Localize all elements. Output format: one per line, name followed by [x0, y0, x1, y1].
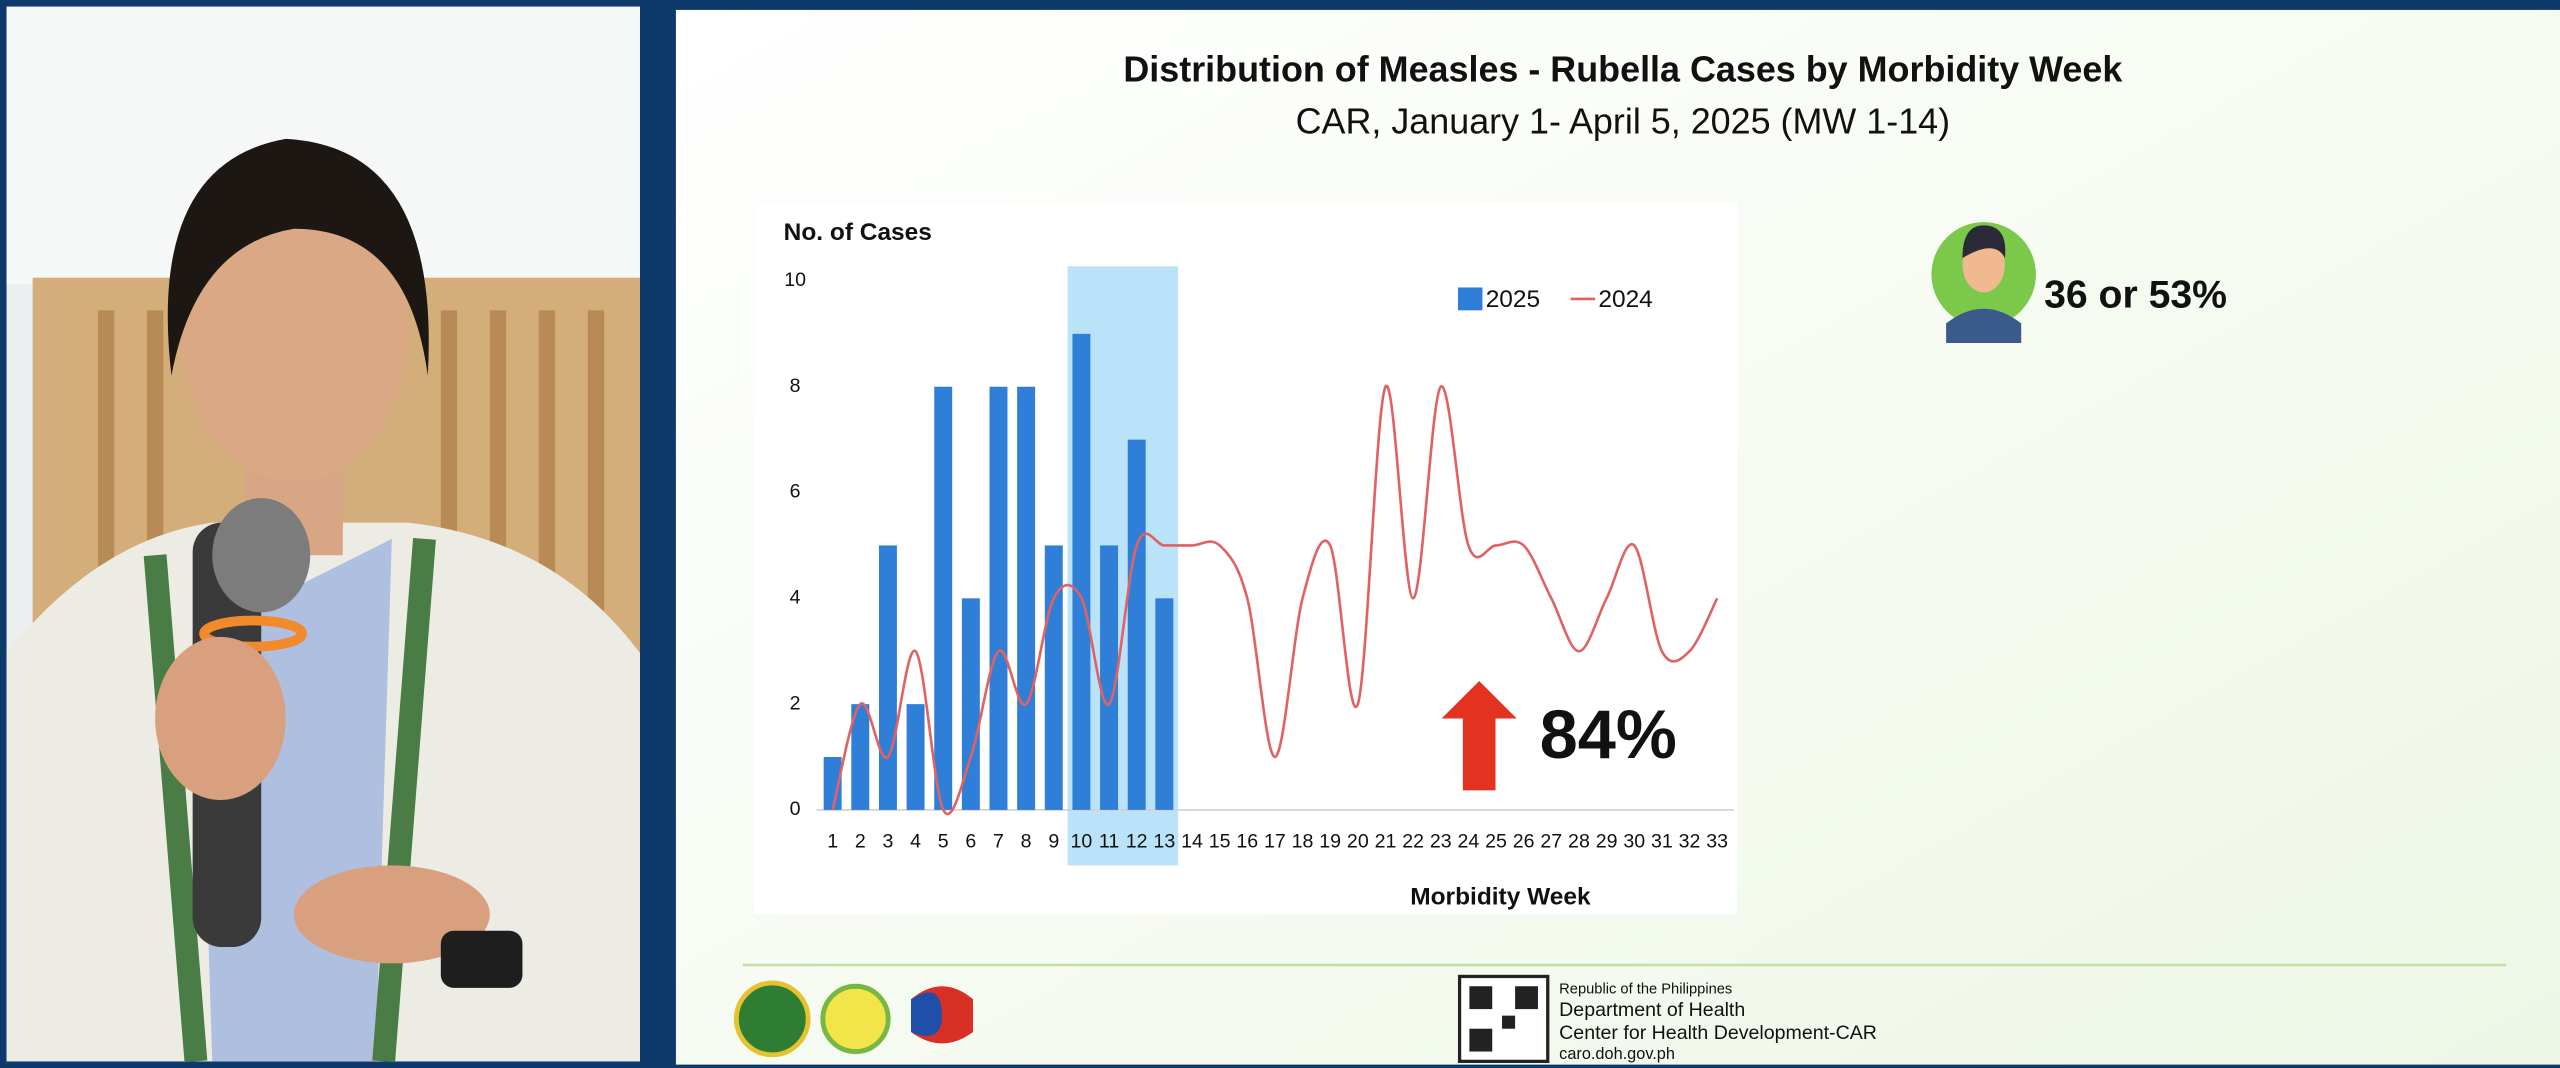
y-tick-label: 6 — [790, 481, 801, 503]
legend-swatch — [1457, 287, 1483, 311]
speaker-video — [6, 6, 640, 1063]
x-tick-label: 29 — [1596, 831, 1618, 853]
x-tick-label: 3 — [882, 831, 893, 853]
footer-line: Republic of the Philippines — [1559, 981, 1732, 997]
y-axis-label: No. of Cases — [784, 219, 932, 246]
bar — [1044, 545, 1063, 810]
y-tick-label: 2 — [790, 692, 801, 714]
line — [831, 384, 1719, 816]
bar — [1017, 386, 1036, 810]
x-tick-label: 8 — [1021, 831, 1032, 853]
x-tick-label: 31 — [1651, 831, 1673, 853]
annotation: 84% — [1540, 696, 1677, 773]
x-tick-label: 22 — [1402, 831, 1424, 853]
x-tick-label: 24 — [1458, 831, 1480, 853]
x-tick-label: 2 — [855, 831, 866, 853]
x-tick-label: 12 — [1126, 831, 1148, 853]
footer-line: caro.doh.gov.ph — [1559, 1045, 1675, 1063]
x-tick-label: 28 — [1568, 831, 1590, 853]
bar — [1127, 439, 1146, 810]
person-icon — [1931, 222, 2036, 343]
x-tick-label: 26 — [1513, 831, 1535, 853]
x-tick-label: 23 — [1430, 831, 1452, 853]
legend-label: 2025 — [1486, 286, 1540, 313]
footer-line: Center for Health Development-CAR — [1559, 1022, 1877, 1044]
bar — [851, 704, 870, 810]
y-tick-label: 4 — [790, 586, 801, 608]
x-tick-label: 18 — [1292, 831, 1314, 853]
footer-logos — [733, 974, 1550, 1063]
bar — [823, 757, 842, 810]
x-tick-label: 33 — [1706, 831, 1728, 853]
x-tick-label: 10 — [1071, 831, 1093, 853]
x-tick-label: 6 — [965, 831, 976, 853]
x-tick-label: 7 — [993, 831, 1004, 853]
x-tick-label: 17 — [1264, 831, 1286, 853]
bar — [989, 386, 1008, 810]
bar — [961, 598, 980, 810]
x-tick-label: 19 — [1319, 831, 1341, 853]
x-tick-label: 11 — [1099, 831, 1119, 853]
annotation-arrow — [1441, 680, 1517, 791]
x-tick-label: 32 — [1679, 831, 1701, 853]
x-tick-label: 21 — [1375, 831, 1397, 853]
chart-area — [754, 202, 1738, 915]
chart-title: Distribution of Measles - Rubella Cases … — [1123, 48, 2122, 89]
x-tick-label: 16 — [1236, 831, 1258, 853]
x-tick-label: 9 — [1048, 831, 1059, 853]
bar — [1072, 333, 1091, 810]
x-tick-label: 4 — [910, 831, 921, 853]
footer-line: Department of Health — [1559, 999, 1745, 1021]
chart-subtitle: CAR, January 1- April 5, 2025 (MW 1-14) — [1296, 101, 1951, 142]
bar — [1155, 598, 1174, 810]
x-tick-label: 27 — [1540, 831, 1562, 853]
y-tick-label: 0 — [790, 798, 801, 820]
x-tick-label: 13 — [1153, 831, 1175, 853]
x-tick-label: 5 — [938, 831, 949, 853]
legend-label: 2024 — [1598, 286, 1652, 313]
stat-text: 36 or 53% — [2044, 274, 2227, 317]
x-tick-label: 14 — [1181, 831, 1203, 853]
x-tick-label: 30 — [1623, 831, 1645, 853]
bar — [878, 545, 897, 810]
y-tick-label: 8 — [790, 375, 801, 397]
x-tick-label: 20 — [1347, 831, 1369, 853]
bar — [906, 704, 925, 810]
y-tick-label: 10 — [784, 269, 806, 291]
x-axis-label: Morbidity Week — [1410, 884, 1591, 911]
bar — [1100, 545, 1119, 810]
x-tick-label: 1 — [827, 831, 838, 853]
bar — [934, 386, 953, 810]
x-tick-label: 15 — [1209, 831, 1231, 853]
x-tick-label: 25 — [1485, 831, 1507, 853]
